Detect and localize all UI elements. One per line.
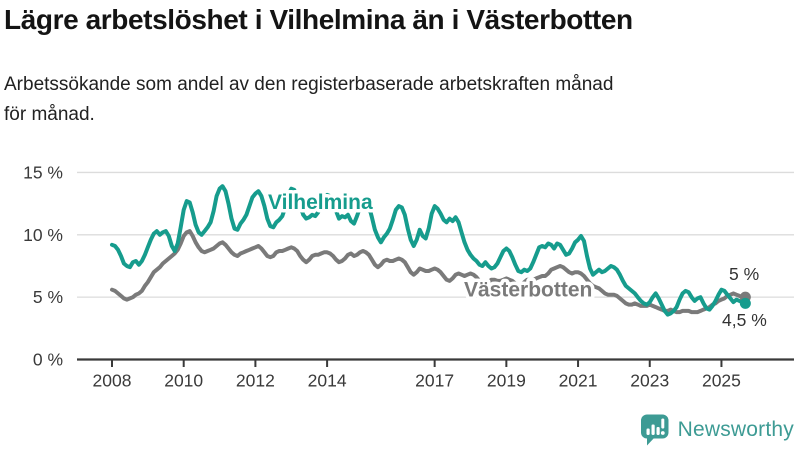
x-tick-label: 2023 xyxy=(630,371,669,391)
chart-title: Lägre arbetslöshet i Vilhelmina än i Väs… xyxy=(4,4,633,35)
chart-svg: 2008 2010 2012 2014 2017 2019 2021 2023 2025 0 % 5… xyxy=(23,162,794,391)
y-tick-label: 15 % xyxy=(23,162,63,182)
x-tick-label: 2014 xyxy=(308,371,347,391)
x-tick-label: 2010 xyxy=(164,371,203,391)
y-tick-label: 5 % xyxy=(33,287,63,307)
x-tick-label: 2017 xyxy=(415,371,454,391)
y-tick-label: 10 % xyxy=(23,225,63,245)
series-label-vilhelmina: Vilhelmina xyxy=(268,191,373,214)
x-tick-label: 2021 xyxy=(559,371,598,391)
newsworthy-logo: Newsworthy xyxy=(640,413,794,447)
y-tick-label: 0 % xyxy=(33,350,63,370)
series-line-västerbotten xyxy=(110,229,748,315)
x-tick-label: 2025 xyxy=(702,371,741,391)
chart-subtitle-line2: för månad. xyxy=(4,104,95,125)
series-label-västerbotten: Västerbotten xyxy=(464,279,592,302)
x-tick-label: 2012 xyxy=(236,371,275,391)
annotation-vasterbotten-latest: 5 % xyxy=(729,264,759,284)
latest-point-vilhelmina xyxy=(739,297,751,309)
chart-subtitle: Arbetssökande som andel av den registerb… xyxy=(4,70,613,130)
x-tick-label: 2019 xyxy=(487,371,526,391)
chart-subtitle-line1: Arbetssökande som andel av den registerb… xyxy=(4,74,614,95)
x-tick-label: 2008 xyxy=(93,371,132,391)
annotation-vilhelmina-latest: 4,5 % xyxy=(722,310,767,330)
newsworthy-logo-text: Newsworthy xyxy=(677,418,794,441)
series-line-vilhelmina xyxy=(110,184,748,317)
newsworthy-chart-bubble-icon xyxy=(640,414,669,446)
